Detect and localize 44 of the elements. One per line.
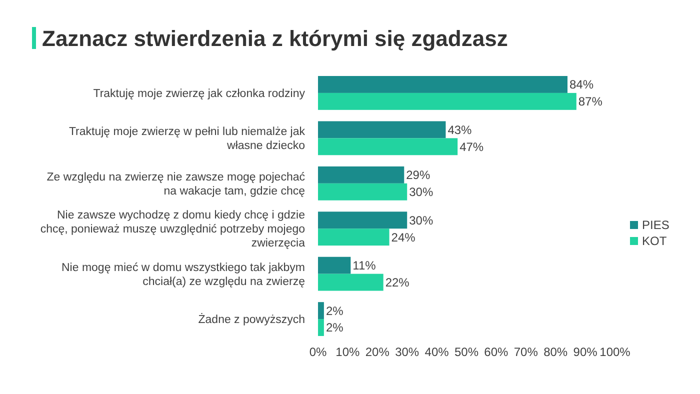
y-tick-label: Nie mogę mieć w domu wszystkiego tak jakbym chciał(a) ze względu na zwierzę xyxy=(62,262,305,288)
legend-label: KOT xyxy=(642,234,668,248)
x-tick-label: 40% xyxy=(424,345,450,359)
bar xyxy=(318,121,446,138)
bar xyxy=(318,302,324,320)
bar xyxy=(318,92,576,110)
data-label: 84% xyxy=(569,78,594,92)
data-label: 43% xyxy=(448,122,472,137)
bar xyxy=(318,183,408,200)
data-label: 29% xyxy=(406,168,430,182)
x-tick-label: 10% xyxy=(336,345,360,359)
data-label: 30% xyxy=(409,213,434,228)
bar xyxy=(318,319,324,336)
x-tick-label: 60% xyxy=(484,345,509,359)
y-tick-label: Żadne z powyższych xyxy=(198,313,305,326)
data-label: 2% xyxy=(326,304,344,318)
bar xyxy=(318,212,408,229)
data-label: 2% xyxy=(326,320,344,335)
x-tick-label: 30% xyxy=(395,345,420,359)
x-tick-label: 70% xyxy=(514,345,538,359)
data-label: 22% xyxy=(385,276,410,290)
data-label: 47% xyxy=(460,140,484,154)
bar xyxy=(318,228,390,246)
x-tick-label: 100% xyxy=(600,345,631,359)
x-tick-label: 90% xyxy=(573,345,598,359)
x-tick-label: 20% xyxy=(365,345,390,359)
legend-label: PIES xyxy=(642,218,670,232)
bar xyxy=(318,166,404,184)
x-tick-label: 80% xyxy=(544,345,568,359)
data-label: 11% xyxy=(352,258,376,273)
bar xyxy=(318,76,568,93)
bar xyxy=(318,256,351,274)
bar xyxy=(318,138,458,156)
x-tick-label: 50% xyxy=(454,345,479,359)
data-label: 24% xyxy=(391,230,416,244)
data-label: 87% xyxy=(578,94,603,109)
bar xyxy=(318,274,384,291)
y-tick-label: Traktuję moje zwierzę w pełni lub niemalże jak własne dziecko xyxy=(68,126,306,152)
y-tick-label: Traktuję moje zwierzę jak członka rodziny xyxy=(93,88,306,100)
x-tick-label: 0% xyxy=(309,345,327,359)
y-tick-label: Ze względu na zwierzę nie zawsze mogę pojechać na wakacje tam, gdzie chcę xyxy=(46,171,306,198)
data-label: 30% xyxy=(409,185,434,200)
chart-title: Zaznacz stwierdzenia z którymi się zgadzasz xyxy=(42,26,508,51)
y-tick-label: Nie zawsze wychodzę z domu kiedy chcę i gdzie chcę, ponieważ muszę uwzględnić potrzeby mojego zwierzęcia xyxy=(40,210,306,250)
